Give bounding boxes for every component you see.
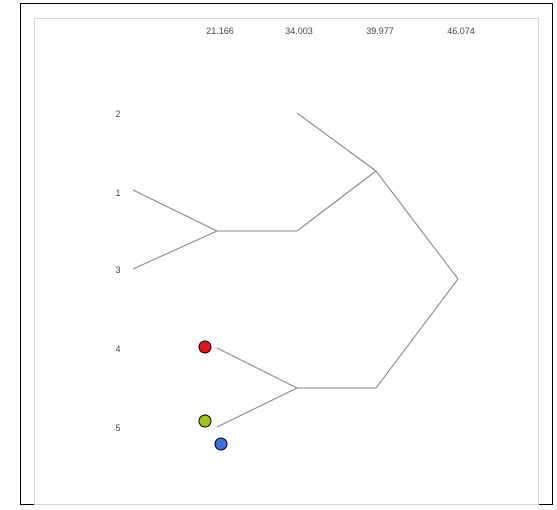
- branch-leaf-2: [296, 112, 377, 172]
- branch-node-1-3-up: [296, 170, 377, 232]
- tick-label-4: 46.074: [447, 26, 475, 36]
- branch-node-4-5-up: [375, 278, 459, 389]
- cluster-markers: [198, 340, 228, 451]
- blue-marker[interactable]: [214, 437, 228, 451]
- branch-leaf-4: [216, 347, 298, 389]
- leaf-label-3: 3: [115, 265, 120, 275]
- green-marker[interactable]: [198, 414, 212, 428]
- branch-leaf-5: [216, 387, 298, 428]
- height-axis-labels: 21.166 34.003 39.977 46.074: [206, 26, 475, 36]
- tick-label-1: 21.166: [206, 26, 234, 36]
- tick-label-2: 34.003: [285, 26, 313, 36]
- leaf-label-2: 2: [115, 109, 120, 119]
- tick-label-3: 39.977: [366, 26, 394, 36]
- leaf-label-5: 5: [115, 423, 120, 433]
- leaf-label-1: 1: [115, 188, 120, 198]
- branch-leaf-1: [132, 189, 218, 232]
- red-marker[interactable]: [198, 340, 212, 354]
- leaf-labels: 2 1 3 4 5: [115, 109, 120, 433]
- leaf-label-4: 4: [115, 344, 120, 354]
- branch-leaf-3: [132, 230, 218, 270]
- branch-node-1-2-3: [375, 170, 459, 280]
- plot-panel: [34, 18, 539, 505]
- dendrogram-branches: [132, 112, 459, 428]
